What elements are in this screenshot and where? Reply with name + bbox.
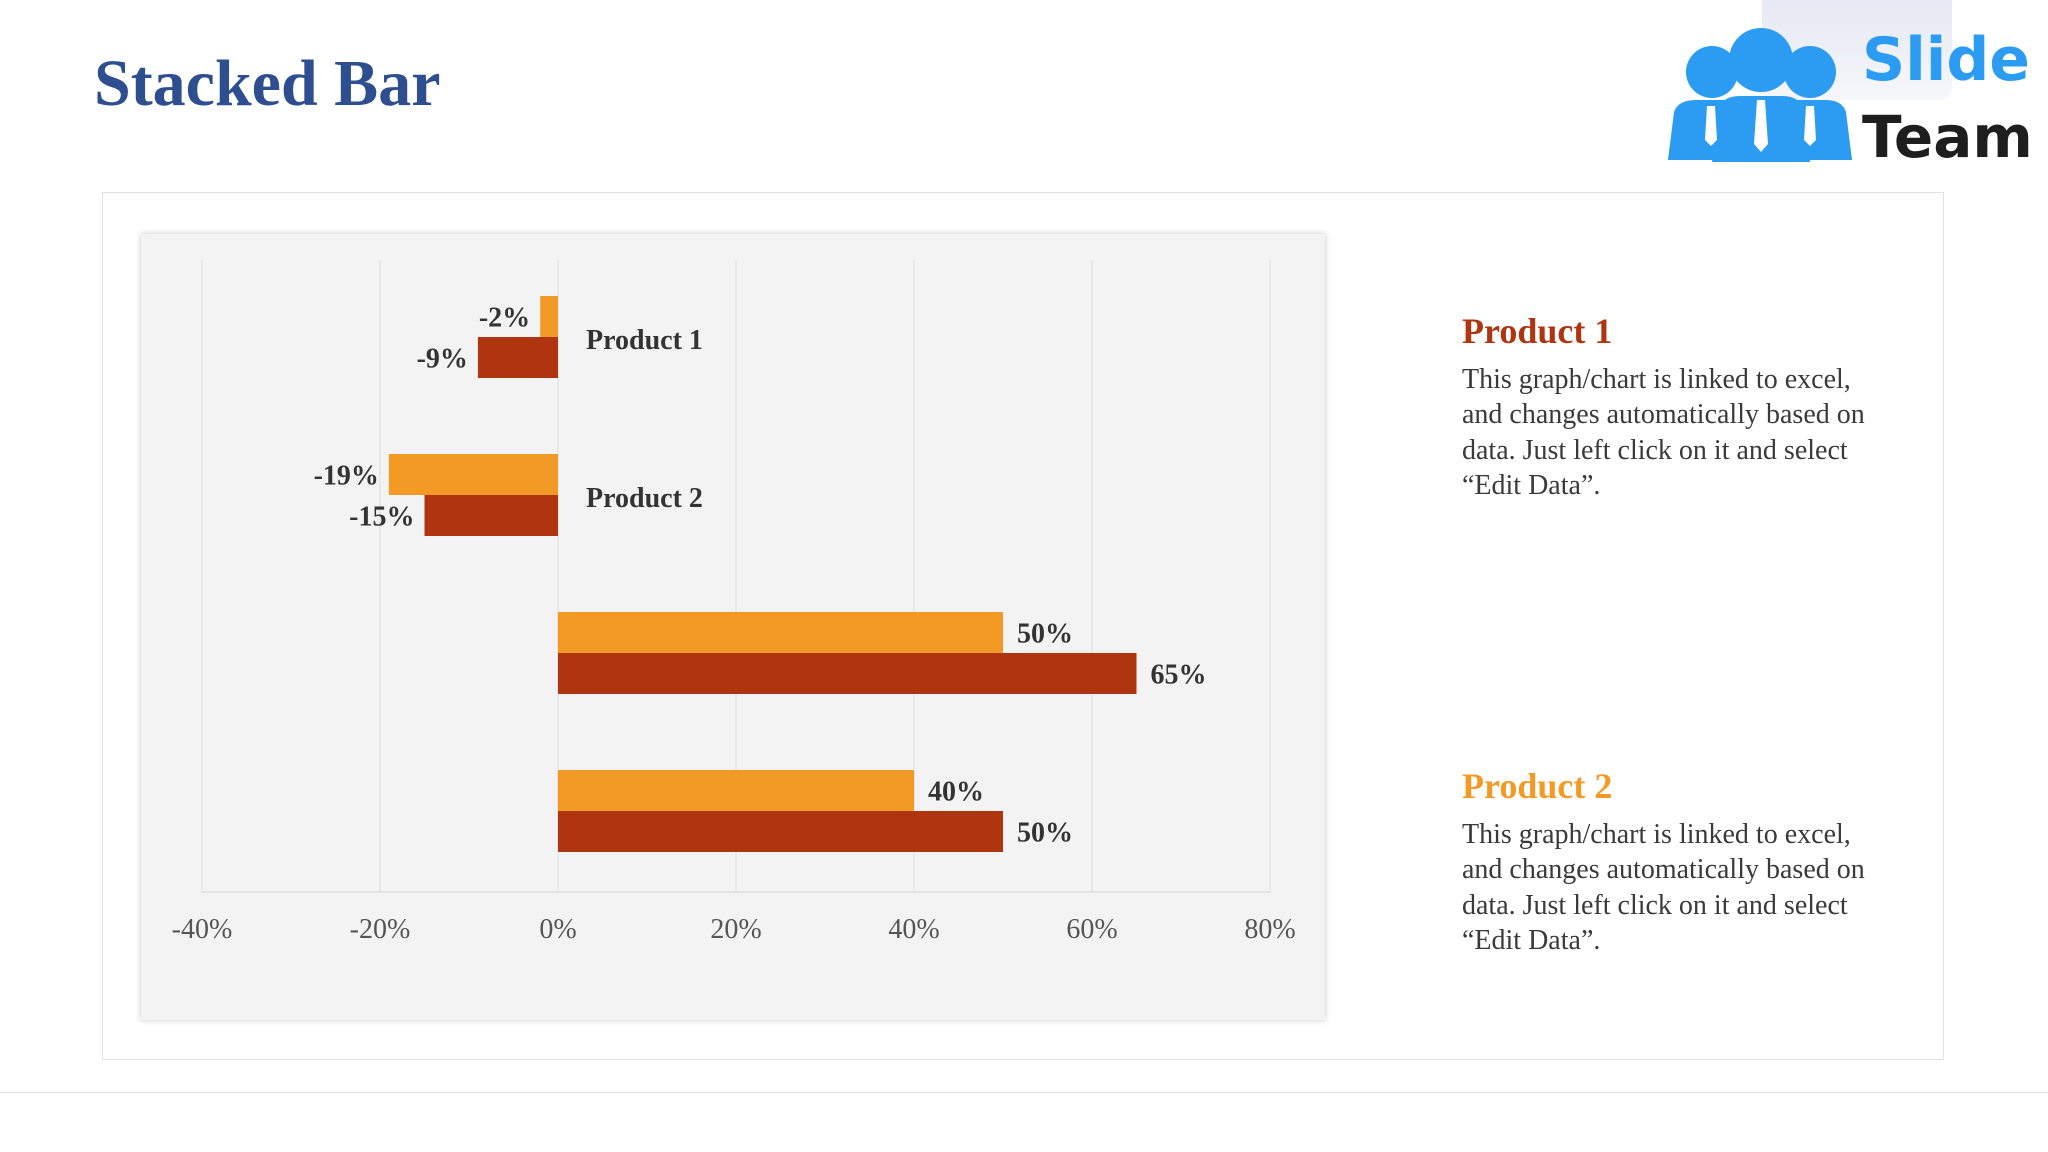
bar	[388, 454, 558, 495]
data-label: 50%	[1017, 619, 1073, 650]
product-2-description: Product 2 This graph/chart is linked to …	[1462, 766, 1882, 959]
product-2-text: This graph/chart is linked to excel, and…	[1462, 818, 1865, 957]
bar	[558, 612, 1003, 653]
x-tick-label: 80%	[1244, 914, 1295, 945]
x-tick-label: -20%	[350, 914, 411, 945]
chart-canvas: -40% -20% 0% 20% 40% 60% 80% -2% -9% Product 1 -19…	[172, 260, 1296, 945]
x-tick-label: -40%	[172, 914, 233, 945]
category-label: Product 2	[586, 483, 703, 514]
x-tick-label: 20%	[710, 914, 761, 945]
data-label: 40%	[928, 777, 984, 808]
data-label: -15%	[349, 502, 414, 533]
bar	[477, 337, 558, 378]
bar	[558, 770, 914, 811]
data-label: -2%	[479, 303, 530, 334]
logo-word-slide: Slide	[1862, 25, 2030, 95]
x-tick-label: 60%	[1066, 914, 1117, 945]
product-1-heading: Product 1	[1462, 311, 1613, 351]
bar	[558, 653, 1137, 694]
x-tick-label: 40%	[888, 914, 939, 945]
bar	[558, 811, 1003, 852]
data-label: -9%	[417, 344, 468, 375]
slide-title: Stacked Bar	[94, 47, 441, 120]
product-1-description: Product 1 This graph/chart is linked to …	[1462, 311, 1882, 504]
category-label: Product 1	[586, 325, 703, 356]
bar	[424, 495, 558, 536]
logo-word-team: Team	[1862, 103, 2033, 171]
x-tick-label: 0%	[539, 914, 576, 945]
people-icon	[1668, 28, 1852, 162]
bar-chart[interactable]: -40% -20% 0% 20% 40% 60% 80% -2% -9% Product 1 -19…	[141, 234, 1325, 1020]
data-label: 50%	[1017, 818, 1073, 849]
data-label: 65%	[1151, 660, 1207, 691]
product-1-text: This graph/chart is linked to excel, and…	[1462, 363, 1865, 502]
footer-divider	[0, 1092, 2048, 1093]
product-2-heading: Product 2	[1462, 766, 1613, 806]
slideteam-logo: Slide Team	[1660, 0, 2048, 170]
bar	[540, 296, 558, 337]
data-label: -19%	[314, 461, 379, 492]
